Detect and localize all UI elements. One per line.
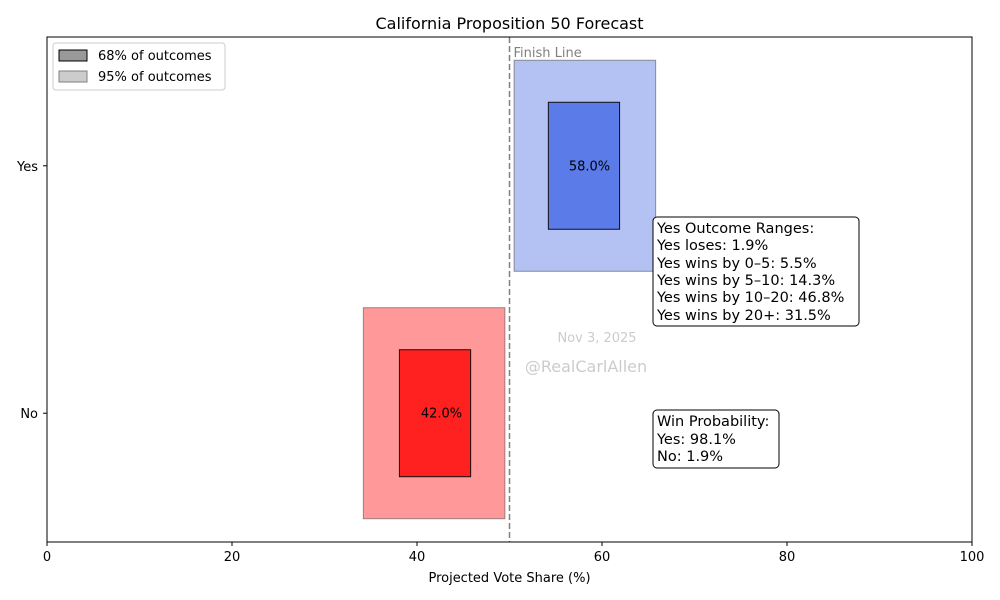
center-label-no: 42.0% (421, 407, 462, 422)
outcome-range-line: Yes wins by 5–10: 14.3% (656, 273, 835, 289)
win-probability-frame (652, 409, 780, 469)
win-probability-yes: Yes: 98.1% (656, 432, 736, 448)
date-watermark: Nov 3, 2025 (557, 331, 636, 346)
outcome-range-line: Yes loses: 1.9% (656, 238, 768, 254)
y-tick-label: No (20, 407, 38, 422)
legend-label-68: 68% of outcomes (98, 49, 212, 64)
win-probability-box: Win Probability: Yes: 98.1% No: 1.9% (652, 409, 780, 469)
outcome-range-line: Yes wins by 10–20: 46.8% (656, 290, 844, 306)
win-probability-no: No: 1.9% (657, 449, 723, 465)
bars-layer: 58.0% 42.0% (362, 59, 657, 520)
chart-title: California Proposition 50 Forecast (375, 14, 643, 33)
x-tick-label: 40 (409, 550, 426, 565)
x-axis-label: Projected Vote Share (%) (428, 571, 590, 586)
outcome-ranges-frame (652, 216, 860, 327)
y-axis: Yes No (16, 160, 47, 422)
legend: 68% of outcomes 95% of outcomes (52, 42, 226, 91)
win-probability-title: Win Probability: (657, 414, 769, 430)
x-tick-label: 60 (594, 550, 611, 565)
x-tick-label: 20 (224, 550, 241, 565)
outcome-range-line: Yes wins by 0–5: 5.5% (656, 256, 817, 272)
plot-frame (46, 36, 973, 543)
outcome-range-line: Yes wins by 20+: 31.5% (656, 308, 831, 324)
outcome-ranges-title: Yes Outcome Ranges: (656, 221, 814, 237)
bar-68-yes (547, 101, 621, 230)
outcome-ranges-box: Yes Outcome Ranges: Yes loses: 1.9% Yes … (652, 216, 860, 327)
legend-swatch-68 (58, 49, 88, 62)
x-tick-label: 100 (960, 550, 985, 565)
legend-label-95: 95% of outcomes (98, 70, 212, 85)
center-label-yes: 58.0% (569, 159, 610, 174)
x-axis: 0 20 40 60 80 100 (43, 542, 985, 565)
legend-swatch-95 (58, 70, 88, 83)
legend-frame (52, 42, 226, 91)
finish-line-label: Finish Line (514, 46, 582, 61)
finish-line-layer: Finish Line (508, 37, 582, 542)
y-tick-label: Yes (16, 160, 38, 175)
x-tick-label: 80 (779, 550, 796, 565)
author-watermark: @RealCarlAllen (525, 357, 647, 376)
x-tick-label: 0 (43, 550, 51, 565)
bar-68-no (398, 349, 472, 478)
